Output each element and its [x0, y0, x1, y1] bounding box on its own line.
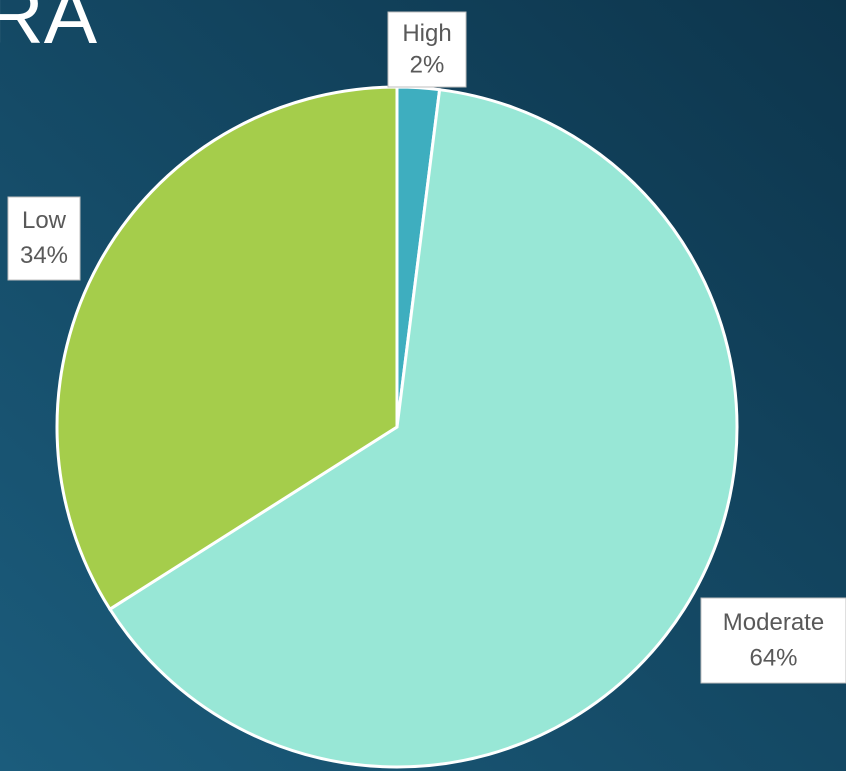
chart-title: RA — [0, 0, 98, 60]
data-label-box — [387, 11, 467, 88]
data-label-name: Low — [22, 207, 67, 234]
pie-slice — [107, 88, 739, 769]
data-label-box — [7, 196, 81, 281]
data-label-box — [700, 597, 846, 684]
data-label-value: 2% — [410, 51, 445, 78]
pie-slice — [55, 85, 399, 612]
data-label-value: 64% — [749, 645, 797, 672]
data-label-name: Moderate — [723, 609, 824, 636]
data-label-value: 34% — [20, 242, 68, 269]
data-label-name: High — [402, 20, 451, 47]
